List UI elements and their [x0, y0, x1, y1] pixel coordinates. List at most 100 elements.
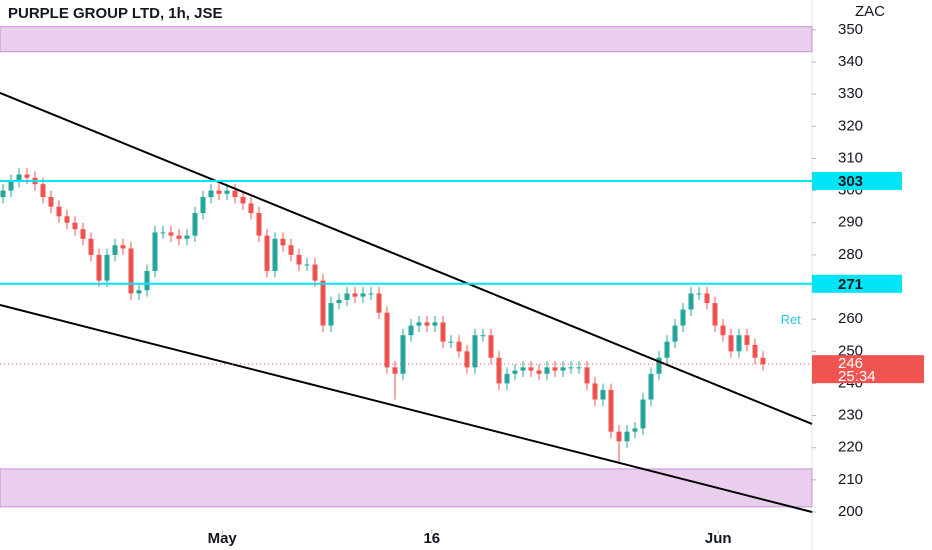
trend-line — [0, 91, 813, 425]
candle-body — [304, 264, 310, 266]
annotation: Ret — [781, 312, 802, 327]
candle-body — [184, 235, 190, 239]
candle-body — [736, 335, 742, 352]
candle-body — [520, 367, 526, 371]
candle-body — [744, 335, 750, 345]
candle-body — [472, 335, 478, 368]
candle-body — [712, 303, 718, 326]
candle-body — [536, 370, 542, 374]
y-tick-label: 220 — [838, 439, 863, 456]
candle-body — [240, 197, 246, 204]
candle-body — [760, 357, 766, 365]
candle-body — [248, 203, 254, 214]
candle-body — [424, 322, 430, 326]
candle-body — [608, 389, 614, 432]
price-tag-label: 271 — [838, 276, 863, 293]
candle-body — [560, 367, 566, 371]
plot: Ret — [0, 26, 813, 513]
candle-body — [176, 235, 182, 239]
candle-body — [392, 367, 398, 374]
candle-body — [264, 235, 270, 271]
candle-body — [312, 264, 318, 281]
candle-body — [96, 254, 102, 281]
candle-body — [72, 222, 78, 230]
candle-body — [24, 174, 30, 178]
candle-body — [200, 197, 206, 214]
candle-body — [624, 431, 630, 442]
candle-body — [368, 293, 374, 295]
candle-body — [496, 357, 502, 384]
trend-line — [0, 304, 813, 513]
candle-body — [224, 190, 230, 194]
candle-body — [408, 325, 414, 336]
y-tick-label: 250 — [838, 342, 863, 359]
candle-body — [512, 370, 518, 374]
candle-body — [208, 190, 214, 198]
candle-body — [120, 245, 126, 249]
candle-body — [192, 213, 198, 236]
candle-body — [288, 245, 294, 255]
candle-body — [432, 322, 438, 326]
candle-body — [552, 367, 558, 371]
candle-body — [344, 293, 350, 300]
y-tick-label: 200 — [838, 503, 863, 520]
y-tick-label: 280 — [838, 246, 863, 263]
zone — [0, 26, 813, 53]
candle-body — [720, 325, 726, 336]
candle-body — [56, 206, 62, 217]
candle-body — [144, 270, 150, 291]
y-tick-label: 350 — [838, 21, 863, 38]
price-tag — [812, 171, 902, 190]
candle-body — [648, 373, 654, 400]
candle-body — [40, 184, 46, 198]
candle-body — [688, 293, 694, 310]
candle-body — [704, 293, 710, 304]
candle-body — [160, 232, 166, 234]
currency: ZAC — [855, 3, 885, 20]
candle-body — [752, 344, 758, 358]
candle-body — [592, 383, 598, 400]
candle-body — [136, 290, 142, 294]
candle-body — [384, 312, 390, 368]
candle-body — [664, 341, 670, 358]
y-tick-label: 310 — [838, 149, 863, 166]
candle-body — [216, 190, 222, 194]
candle-body — [528, 367, 534, 371]
y-tick-label: 330 — [838, 85, 863, 102]
candle-body — [112, 245, 118, 255]
candle-body — [80, 229, 86, 239]
candle-body — [696, 293, 702, 295]
candle-body — [336, 299, 342, 304]
candle-body — [672, 325, 678, 342]
candle-body — [280, 238, 286, 246]
candle-body — [320, 280, 326, 326]
last-price-label: 246 — [838, 355, 863, 372]
zone — [0, 468, 813, 508]
candle-body — [616, 431, 622, 442]
candle-body — [568, 367, 574, 369]
candle-body — [360, 293, 366, 297]
candle-body — [464, 351, 470, 368]
candle-body — [576, 367, 582, 369]
candle-body — [456, 341, 462, 352]
candle-body — [104, 254, 110, 281]
candle-body — [640, 399, 646, 429]
candle-body — [656, 357, 662, 374]
countdown: 25:34 — [838, 368, 876, 385]
candle-body — [232, 190, 238, 198]
candle-body — [584, 367, 590, 384]
candle-body — [88, 238, 94, 255]
candle-body — [0, 190, 6, 198]
price-tag-label: 303 — [838, 173, 863, 190]
candle-body — [376, 293, 382, 313]
candle-body — [416, 322, 422, 326]
last-price-tag — [812, 355, 924, 384]
candle-body — [632, 428, 638, 432]
candle-body — [600, 389, 606, 400]
candle-body — [440, 322, 446, 342]
candle-body — [480, 335, 486, 337]
price-tag — [812, 274, 902, 293]
y-tick-label: 260 — [838, 310, 863, 327]
